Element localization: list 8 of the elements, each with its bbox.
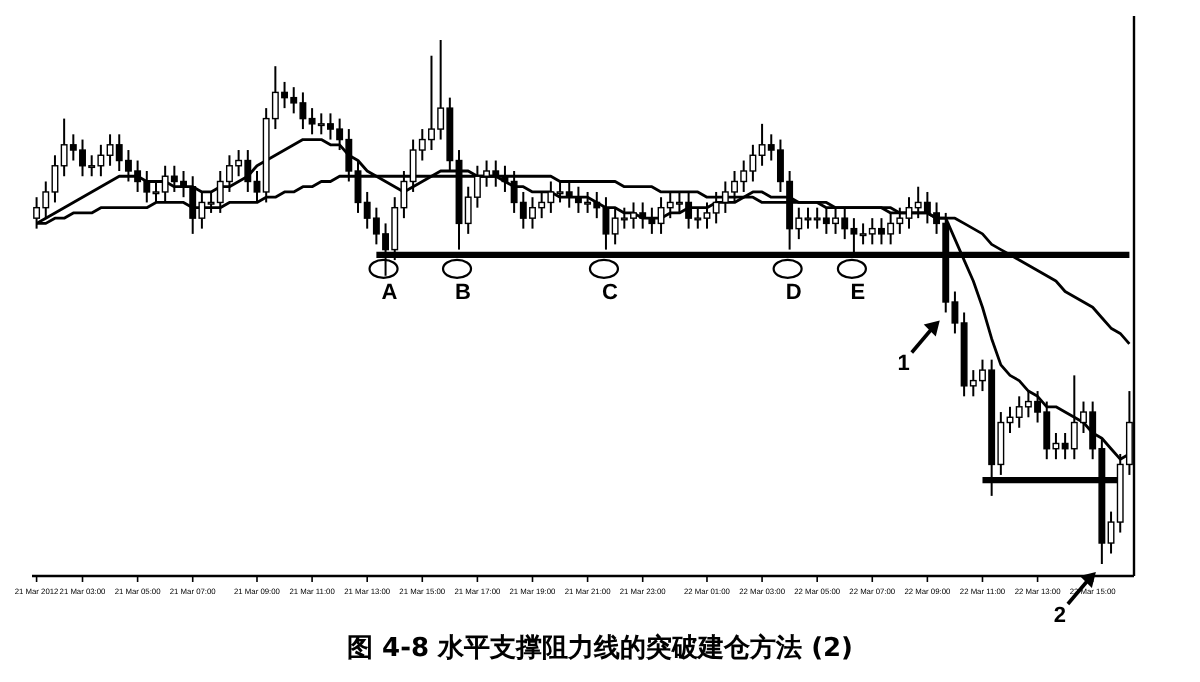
caption: 图 4-8 水平支撑阻力线的突破建仓方法 (2) xyxy=(347,634,853,664)
annotation: C xyxy=(602,280,618,305)
annotation: 1 xyxy=(897,352,910,377)
annotation: A xyxy=(381,280,398,305)
annotation: D xyxy=(785,280,802,305)
annotation: 2 xyxy=(1053,604,1066,628)
annotation: B xyxy=(455,280,471,305)
annotation: E xyxy=(850,280,866,305)
